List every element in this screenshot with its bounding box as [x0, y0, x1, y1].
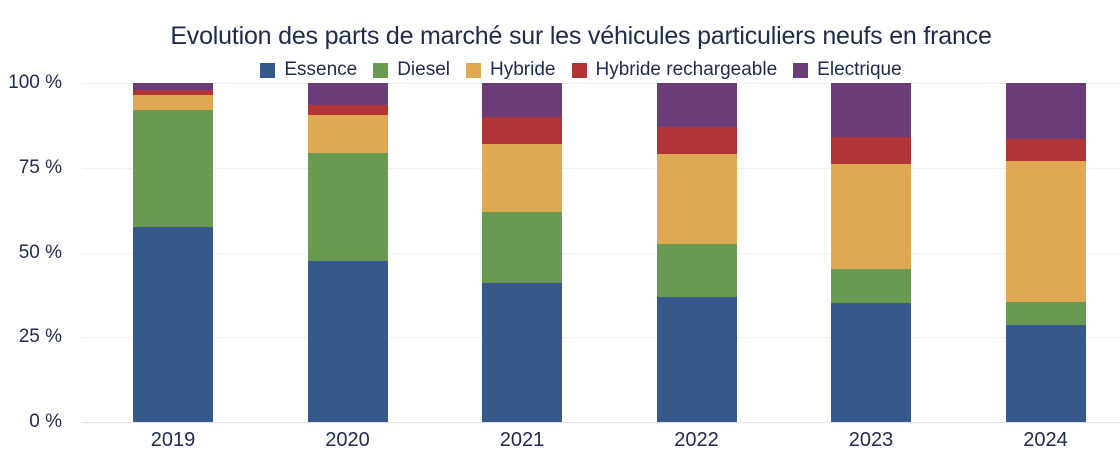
bar-segment-electrique-2023[interactable] [831, 83, 911, 138]
x-tick-label-2022: 2022 [674, 429, 719, 451]
bar-segment-diesel-2022[interactable] [656, 244, 737, 297]
legend: Essence Diesel Hybride Hybride rechargeable… [0, 59, 1120, 81]
legend-swatch-hybride [466, 62, 482, 78]
bar-segment-electrique-2024[interactable] [1005, 83, 1086, 139]
bar-segment-diesel-2019[interactable] [133, 110, 213, 228]
gridline-100 [82, 83, 1120, 84]
chart-title: Evolution des parts de marché sur les vé… [170, 22, 992, 50]
bar-segment-hybride-rechargeable-2019[interactable] [133, 89, 213, 95]
legend-item-hybride[interactable]: Hybride [466, 59, 556, 81]
bar-segment-electrique-2022[interactable] [656, 83, 737, 128]
x-axis-baseline [82, 422, 1120, 423]
bar-segment-essence-2021[interactable] [482, 283, 562, 422]
legend-item-diesel[interactable]: Diesel [373, 59, 450, 81]
bar-segment-hybride-2019[interactable] [133, 94, 213, 111]
bar-2019 [133, 83, 213, 422]
bar-segment-hybride-rechargeable-2022[interactable] [656, 127, 737, 155]
bar-segment-electrique-2019[interactable] [133, 83, 213, 90]
legend-label: Hybride rechargeable [595, 59, 778, 80]
bar-segment-diesel-2023[interactable] [831, 269, 911, 304]
bar-segment-hybride-rechargeable-2021[interactable] [482, 116, 562, 145]
y-tick-label-50: 50 % [18, 241, 62, 263]
legend-swatch-essence [260, 62, 276, 78]
bar-segment-electrique-2021[interactable] [482, 83, 562, 117]
bar-segment-essence-2024[interactable] [1005, 325, 1086, 422]
bar-2024 [1005, 83, 1086, 422]
legend-label: Electrique [817, 59, 902, 80]
legend-label: Hybride [490, 59, 556, 80]
bar-segment-essence-2020[interactable] [307, 260, 388, 422]
x-tick-label-2020: 2020 [325, 429, 370, 451]
legend-label: Diesel [397, 59, 451, 80]
bar-segment-essence-2019[interactable] [133, 227, 213, 422]
bar-segment-hybride-rechargeable-2024[interactable] [1005, 138, 1086, 161]
gridline-75 [82, 167, 1120, 169]
legend-label: Essence [284, 59, 358, 80]
y-tick-label-25: 25 % [18, 326, 62, 348]
bar-segment-hybride-2020[interactable] [307, 115, 388, 153]
legend-swatch-diesel [373, 62, 389, 78]
bar-2022 [656, 83, 737, 422]
bar-segment-diesel-2021[interactable] [482, 211, 562, 284]
bar-segment-electrique-2020[interactable] [307, 83, 388, 106]
bar-segment-hybride-2022[interactable] [656, 154, 737, 245]
bar-segment-hybride-2024[interactable] [1005, 161, 1086, 302]
x-tick-label-2019: 2019 [150, 429, 196, 451]
gridline-50 [82, 252, 1120, 254]
legend-item-hybride-rechargeable[interactable]: Hybride rechargeable [571, 59, 778, 81]
bar-segment-essence-2022[interactable] [656, 296, 737, 422]
y-tick-label-75: 75 % [18, 156, 62, 178]
bar-2023 [831, 83, 911, 422]
bar-2021 [482, 83, 562, 422]
legend-item-electrique[interactable]: Electrique [793, 59, 902, 81]
legend-swatch-electrique [793, 62, 809, 78]
legend-swatch-hybride-rechargeable [571, 62, 587, 78]
y-tick-label-0: 0 % [29, 411, 62, 432]
x-tick-label-2023: 2023 [848, 429, 894, 451]
bar-segment-hybride-rechargeable-2020[interactable] [307, 105, 388, 116]
bar-segment-diesel-2024[interactable] [1005, 301, 1086, 326]
bar-segment-diesel-2020[interactable] [307, 152, 388, 261]
gridline-25 [82, 337, 1120, 339]
legend-item-essence[interactable]: Essence [260, 59, 357, 81]
bar-segment-hybride-2023[interactable] [831, 164, 911, 270]
y-tick-label-100: 100 % [8, 72, 62, 93]
bar-segment-essence-2023[interactable] [831, 303, 911, 422]
x-tick-label-2024: 2024 [1023, 429, 1068, 451]
x-tick-label-2021: 2021 [499, 429, 545, 451]
bar-2020 [307, 83, 388, 422]
bar-segment-hybride-2021[interactable] [482, 144, 562, 212]
bar-segment-hybride-rechargeable-2023[interactable] [831, 137, 911, 165]
